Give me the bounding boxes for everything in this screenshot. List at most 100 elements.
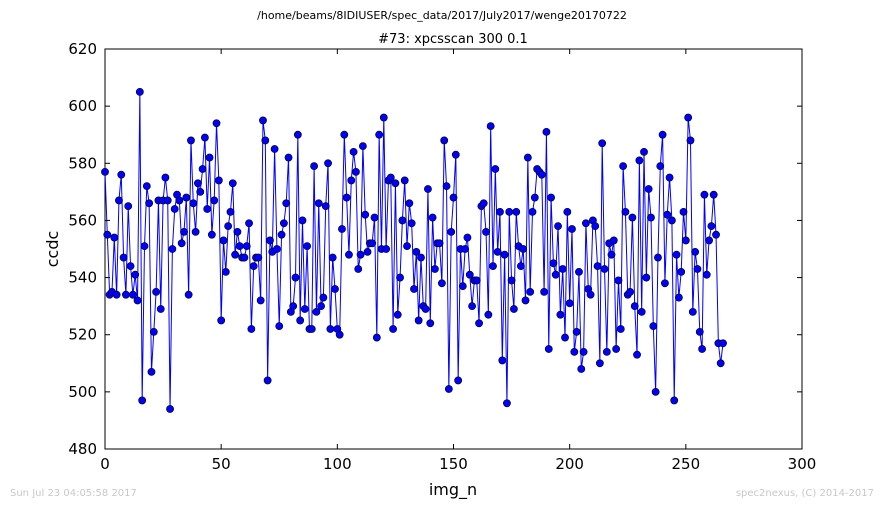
data-point xyxy=(519,245,528,253)
data-point xyxy=(561,333,569,342)
data-point xyxy=(212,119,221,128)
x-tick-label: 200 xyxy=(555,455,584,473)
data-point xyxy=(342,193,351,202)
data-point xyxy=(658,130,667,139)
data-point xyxy=(393,310,402,319)
y-tick-label: 600 xyxy=(68,97,97,115)
data-point xyxy=(131,270,140,279)
data-point xyxy=(614,276,623,285)
data-point xyxy=(261,136,270,145)
data-point xyxy=(598,139,607,148)
data-point xyxy=(693,265,702,273)
data-point xyxy=(698,345,706,353)
data-point xyxy=(328,253,337,262)
data-point xyxy=(635,156,644,165)
data-point xyxy=(431,265,439,273)
data-point xyxy=(637,307,646,316)
data-point xyxy=(282,199,291,208)
data-point xyxy=(370,213,379,222)
data-point xyxy=(547,193,555,202)
data-point xyxy=(214,176,223,185)
data-point xyxy=(475,319,483,328)
data-point xyxy=(512,207,521,216)
data-point xyxy=(526,287,535,296)
data-point xyxy=(530,193,539,202)
data-point xyxy=(363,247,372,256)
data-point xyxy=(707,222,716,231)
data-point xyxy=(149,327,158,336)
data-point xyxy=(142,182,151,191)
data-point xyxy=(651,387,660,396)
data-point xyxy=(263,376,272,385)
data-point xyxy=(421,305,430,313)
data-point xyxy=(640,147,648,156)
data-point xyxy=(249,262,258,271)
data-point xyxy=(484,310,493,319)
data-point xyxy=(175,196,184,205)
data-point xyxy=(231,250,240,259)
plot-area xyxy=(101,48,803,450)
data-point xyxy=(324,159,332,168)
data-point xyxy=(386,173,395,182)
data-point xyxy=(507,276,516,285)
data-point xyxy=(221,267,230,276)
data-point xyxy=(556,310,565,319)
data-point xyxy=(595,359,604,368)
data-point xyxy=(303,242,312,251)
data-point xyxy=(670,396,679,405)
footer-credit: spec2nexus, (C) 2014-2017 xyxy=(735,488,874,499)
data-point xyxy=(228,179,237,188)
data-point xyxy=(307,325,316,333)
data-point xyxy=(619,162,627,171)
data-point xyxy=(616,325,625,333)
data-point xyxy=(468,302,476,311)
data-point xyxy=(189,199,198,208)
data-point xyxy=(161,173,170,182)
data-point xyxy=(505,207,514,216)
data-point xyxy=(679,207,688,216)
data-point xyxy=(579,347,588,356)
data-point xyxy=(140,242,149,251)
data-point xyxy=(196,187,205,196)
y-tick-label: 580 xyxy=(68,154,97,172)
data-point xyxy=(586,290,595,299)
data-point xyxy=(335,330,344,339)
data-point xyxy=(472,276,481,285)
data-point xyxy=(245,219,253,228)
data-point xyxy=(326,325,335,333)
data-point xyxy=(426,319,435,328)
data-point xyxy=(716,359,725,368)
data-point xyxy=(217,316,226,325)
y-tick-label: 540 xyxy=(68,269,97,287)
y-tick-label: 480 xyxy=(68,440,97,458)
y-tick-label: 500 xyxy=(68,383,97,401)
data-point xyxy=(349,147,358,156)
data-point xyxy=(458,282,467,291)
data-point xyxy=(570,347,579,356)
data-point xyxy=(177,239,186,248)
data-point xyxy=(440,136,449,145)
data-point xyxy=(702,270,711,279)
data-point xyxy=(424,185,432,193)
data-point xyxy=(194,179,202,188)
data-point xyxy=(412,247,421,256)
data-point xyxy=(454,376,463,385)
data-point xyxy=(289,302,298,311)
data-point xyxy=(110,233,119,242)
data-point xyxy=(182,193,191,202)
data-point xyxy=(479,199,488,208)
data-point xyxy=(486,122,495,131)
data-point xyxy=(233,227,242,236)
data-point xyxy=(403,242,411,251)
data-point xyxy=(279,219,288,228)
data-point xyxy=(612,345,621,353)
data-point xyxy=(115,196,123,205)
data-point xyxy=(705,236,713,245)
data-point xyxy=(551,270,560,279)
data-point xyxy=(544,345,553,353)
data-point xyxy=(321,202,330,211)
data-point xyxy=(498,356,507,365)
data-point xyxy=(124,202,133,211)
data-point xyxy=(152,287,161,296)
